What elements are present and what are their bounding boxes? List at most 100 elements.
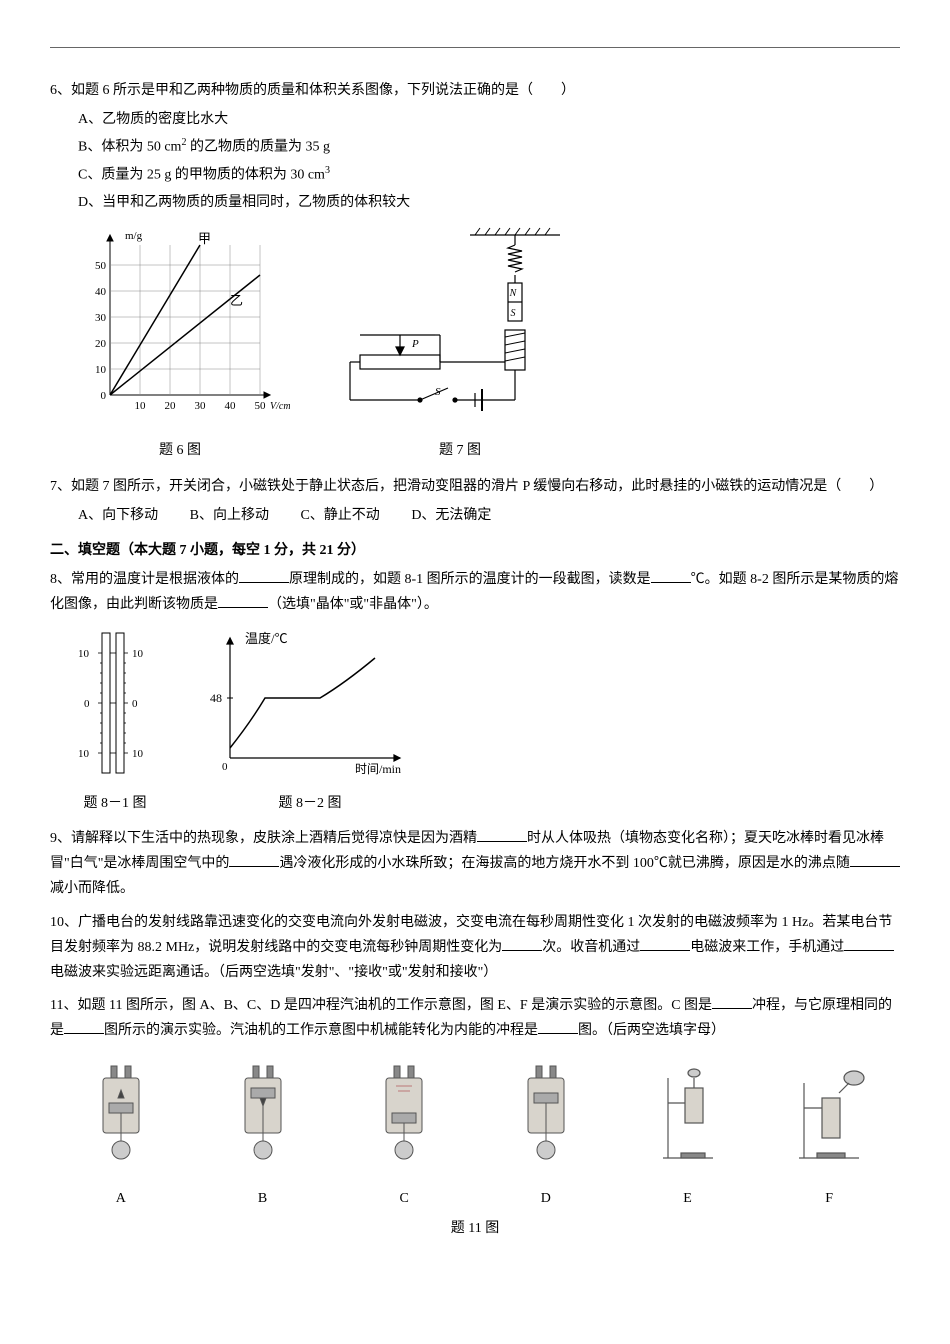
thermometer-diagram: 10 0 10 10 0 10 <box>70 628 160 778</box>
fig11-caption: 题 11 图 <box>50 1216 900 1241</box>
engine-icon <box>223 1058 303 1168</box>
figure-7: N S <box>330 225 590 463</box>
q7-optD: D、无法确定 <box>411 508 491 523</box>
thermo-l-0: 0 <box>84 698 90 710</box>
blank <box>64 1019 104 1034</box>
q10-text: 10、广播电台的发射线路靠迅速变化的交变电流向外发射电磁波，交变电流在每秒周期性… <box>50 910 900 986</box>
q8-p1: 8、常用的温度计是根据液体的 <box>50 572 239 587</box>
q6-optB: B、体积为 50 cm2 的乙物质的质量为 35 g <box>78 134 900 160</box>
mass-volume-chart: 0 10 20 30 40 50 10 20 30 40 50 m/g V/cm… <box>70 225 290 425</box>
figure-6: 0 10 20 30 40 50 10 20 30 40 50 m/g V/cm… <box>70 225 290 463</box>
label-F: F <box>758 1186 900 1211</box>
svg-text:40: 40 <box>95 286 107 298</box>
q8-p2: 原理制成的，如题 8-1 图所示的温度计的一段截图，读数是 <box>289 572 651 587</box>
q6-optB-pre: B、体积为 50 cm <box>78 140 181 155</box>
question-9: 9、请解释以下生活中的热现象，皮肤涂上酒精后觉得凉快是因为酒精时从人体吸热（填物… <box>50 826 900 902</box>
q7-optB: B、向上移动 <box>190 508 269 523</box>
fig6-caption: 题 6 图 <box>70 438 290 463</box>
line-yi-label: 乙 <box>230 293 243 308</box>
engine-A: A <box>50 1058 192 1210</box>
svg-text:50: 50 <box>255 400 267 412</box>
label-A: A <box>50 1186 192 1211</box>
question-8: 8、常用的温度计是根据液体的 原理制成的，如题 8-1 图所示的温度计的一段截图，… <box>50 567 900 816</box>
q6-optA: A、乙物质的密度比水大 <box>78 107 900 132</box>
q9-text: 9、请解释以下生活中的热现象，皮肤涂上酒精后觉得凉快是因为酒精时从人体吸热（填物… <box>50 826 900 902</box>
q6-optC: C、质量为 25 g 的甲物质的体积为 30 cm3 <box>78 162 900 188</box>
blank <box>502 936 542 951</box>
q7-optC: C、静止不动 <box>300 508 379 523</box>
slider-P: P <box>411 338 419 350</box>
x-axis-label: V/cm³ <box>270 401 290 412</box>
label-D: D <box>475 1186 617 1211</box>
melt-origin: 0 <box>222 761 228 773</box>
experiment-E: E <box>617 1058 759 1210</box>
svg-text:20: 20 <box>165 400 177 412</box>
thermo-r-10a: 10 <box>132 648 144 660</box>
melting-chart: 温度/℃ 时间/min 48 0 <box>200 628 420 778</box>
blank <box>712 994 752 1009</box>
q6-options: A、乙物质的密度比水大 B、体积为 50 cm2 的乙物质的质量为 35 g C… <box>50 107 900 215</box>
q11-text: 11、如题 11 图所示，图 A、B、C、D 是四冲程汽油机的工作示意图，图 E… <box>50 993 900 1043</box>
question-7: 7、如题 7 图所示，开关闭合，小磁铁处于静止状态后，把滑动变阻器的滑片 P 缓… <box>50 474 900 528</box>
thermo-r-10b: 10 <box>132 748 144 760</box>
q9-p3: 遇冷液化形成的小水珠所致；在海拔高的地方烧开水不到 100℃就已沸腾，原因是水的… <box>279 856 850 871</box>
label-E: E <box>617 1186 759 1211</box>
melt-y-label: 温度/℃ <box>245 631 288 646</box>
svg-text:20: 20 <box>95 338 107 350</box>
y-axis-label: m/g <box>125 230 143 242</box>
switch-S: S <box>435 386 441 398</box>
svg-text:10: 10 <box>135 400 147 412</box>
thermo-l-10b: 10 <box>78 748 90 760</box>
svg-text:30: 30 <box>95 312 107 324</box>
melt-x-label: 时间/min <box>355 762 401 776</box>
svg-text:40: 40 <box>225 400 237 412</box>
fig82-caption: 题 8－2 图 <box>200 791 420 816</box>
figure-8-1: 10 0 10 10 0 10 题 8－1 图 <box>70 628 160 816</box>
blank <box>239 568 289 583</box>
fig81-caption: 题 8－1 图 <box>70 791 160 816</box>
blank <box>218 593 268 608</box>
blank <box>640 936 690 951</box>
q8-text: 8、常用的温度计是根据液体的 原理制成的，如题 8-1 图所示的温度计的一段截图，… <box>50 567 900 617</box>
engine-icon <box>364 1058 444 1168</box>
magnet-S: S <box>511 308 516 319</box>
label-B: B <box>192 1186 334 1211</box>
q6-optD: D、当甲和乙两物质的质量相同时，乙物质的体积较大 <box>78 190 900 215</box>
question-10: 10、广播电台的发射线路靠迅速变化的交变电流向外发射电磁波，交变电流在每秒周期性… <box>50 910 900 986</box>
svg-text:0: 0 <box>101 390 107 402</box>
question-6: 6、如题 6 所示是甲和乙两种物质的质量和体积关系图像，下列说法正确的是（ ） … <box>50 78 900 464</box>
magnet-N: N <box>509 288 518 299</box>
experiment-icon <box>784 1058 874 1168</box>
blank <box>538 1019 578 1034</box>
thermo-l-10a: 10 <box>78 648 90 660</box>
q9-p1: 9、请解释以下生活中的热现象，皮肤涂上酒精后觉得凉快是因为酒精 <box>50 831 477 846</box>
fig7-caption: 题 7 图 <box>330 438 590 463</box>
q10-p2: 次。收音机通过 <box>542 940 640 955</box>
q9-p4: 减小而降低。 <box>50 881 134 896</box>
q7-text: 7、如题 7 图所示，开关闭合，小磁铁处于静止状态后，把滑动变阻器的滑片 P 缓… <box>50 474 900 499</box>
experiment-F: F <box>758 1058 900 1210</box>
melt-48: 48 <box>210 691 222 705</box>
q7-optA: A、向下移动 <box>78 508 158 523</box>
q8-p4: （选填"晶体"或"非晶体"）。 <box>268 597 438 612</box>
experiment-icon <box>643 1058 733 1168</box>
svg-text:30: 30 <box>195 400 207 412</box>
q6-optC-sup: 3 <box>325 165 330 176</box>
label-C: C <box>333 1186 475 1211</box>
q6-text: 6、如题 6 所示是甲和乙两种物质的质量和体积关系图像，下列说法正确的是（ ） <box>50 78 900 103</box>
q10-p3: 电磁波来工作，手机通过 <box>690 940 844 955</box>
q11-p1: 11、如题 11 图所示，图 A、B、C、D 是四冲程汽油机的工作示意图，图 E… <box>50 998 712 1013</box>
q6-optC-pre: C、质量为 25 g 的甲物质的体积为 30 cm <box>78 168 325 183</box>
blank <box>651 568 691 583</box>
svg-text:50: 50 <box>95 260 107 272</box>
blank <box>477 827 527 842</box>
engine-B: B <box>192 1058 334 1210</box>
line-jia-label: 甲 <box>198 231 211 246</box>
engine-C: C <box>333 1058 475 1210</box>
blank <box>850 852 900 867</box>
q11-p3: 图所示的演示实验。汽油机的工作示意图中机械能转化为内能的冲程是 <box>104 1023 538 1038</box>
question-11: 11、如题 11 图所示，图 A、B、C、D 是四冲程汽油机的工作示意图，图 E… <box>50 993 900 1241</box>
svg-text:10: 10 <box>95 364 107 376</box>
thermo-r-0: 0 <box>132 698 138 710</box>
circuit-diagram: N S <box>330 225 590 425</box>
